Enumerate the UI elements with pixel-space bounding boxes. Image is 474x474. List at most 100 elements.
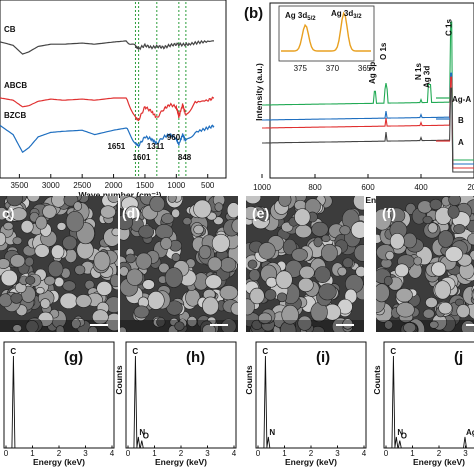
ftir-peak-label: 1311	[147, 142, 165, 151]
sem-grain	[214, 202, 224, 212]
edx-spectrum	[258, 355, 364, 449]
sem-info-bar	[0, 320, 118, 332]
sem-grain	[429, 198, 442, 211]
sem-grain	[383, 275, 393, 286]
sem-grain	[313, 236, 323, 248]
xps-series	[262, 76, 474, 169]
sem-grain	[396, 302, 415, 318]
sem-grain	[166, 300, 183, 316]
xps-peak-label: O 1s	[379, 42, 388, 60]
sem-grain	[59, 292, 78, 310]
xps-inset: Ag 3d5/2 Ag 3d3/2 375 370 365	[278, 5, 375, 73]
sem-grain	[291, 248, 308, 262]
sem-grain	[246, 196, 262, 205]
sem-grain	[111, 227, 118, 237]
sem-image-c: c)	[0, 196, 118, 332]
sem-grain	[417, 200, 433, 214]
sem-grain	[35, 215, 48, 230]
sem-grain	[155, 224, 174, 240]
xps-peak-label: C 1s	[444, 19, 453, 36]
sem-grain	[246, 206, 259, 220]
xps-series	[262, 72, 474, 165]
sem-grain	[311, 221, 329, 237]
sem-grain	[12, 236, 23, 245]
sem-grain	[247, 259, 258, 269]
sem-grain	[0, 293, 13, 308]
sem-grain	[337, 266, 347, 277]
sem-grain	[202, 296, 219, 316]
sem-grain	[161, 213, 175, 224]
sem-grain	[264, 288, 277, 301]
edx-tick-label: 4	[362, 449, 367, 458]
sem-grain	[12, 324, 22, 332]
sem-grain	[353, 196, 364, 211]
sem-grain	[35, 287, 45, 295]
xps-peak-label: N 1s	[414, 63, 423, 80]
sem-grain	[164, 267, 183, 288]
edx-x-label: Energy (keV)	[33, 457, 85, 467]
ftir-series-abcb	[0, 96, 215, 122]
xps-peak-labels: Ag 3pO 1s N 1s Ag 3d C 1s	[368, 19, 453, 88]
ftir-tick-label: 3500	[10, 181, 28, 190]
xps-tick-label: 200	[467, 183, 474, 192]
ftir-frame	[0, 0, 227, 179]
sem-grain	[198, 245, 212, 260]
sem-info-bar	[120, 320, 238, 332]
panel-label-edx: (j	[454, 349, 463, 366]
sem-grain	[471, 288, 474, 301]
sem-grain	[246, 298, 255, 316]
sem-grain	[453, 223, 466, 234]
ftir-peak-label: 848	[178, 153, 192, 162]
ftir-tick-label: 2500	[73, 181, 91, 190]
xps-inset-frame	[278, 5, 375, 62]
sem-grain	[171, 253, 181, 262]
sem-grain	[25, 275, 36, 285]
sem-grain	[437, 230, 454, 248]
xps-inset-tick: 365	[358, 64, 372, 73]
sem-grain	[158, 262, 170, 274]
xps-tick-label: 1000	[253, 183, 271, 192]
edx-peak-label: Ag	[466, 428, 474, 437]
sem-grain	[9, 254, 26, 268]
sem-grain	[120, 326, 127, 332]
sem-grain	[248, 269, 261, 282]
sem-grain	[353, 244, 364, 262]
xps-peak-label: Ag 3d	[422, 66, 431, 88]
sem-grain	[65, 211, 85, 233]
sem-grain	[0, 258, 10, 269]
sem-scale-bar	[336, 324, 354, 326]
sem-grain	[219, 257, 237, 273]
edx-tick-label: 0	[4, 449, 9, 458]
edx-tick-label: 1	[152, 449, 157, 458]
xps-legend-label: A	[458, 138, 464, 147]
sem-grain	[109, 274, 118, 288]
sem-grain	[275, 270, 293, 290]
sem-grain	[26, 196, 41, 203]
sem-grain	[403, 322, 417, 332]
sem-grain	[429, 320, 439, 329]
ftir-tick-label: 2000	[105, 181, 123, 190]
ftir-legend-bzcb: BZCB	[4, 111, 26, 120]
edx-tick-label: 2	[309, 449, 314, 458]
xps-inset-x-ticks: 375 370 365	[294, 64, 372, 73]
sem-grain	[249, 287, 265, 305]
sem-texture-e	[246, 196, 364, 332]
edx-panel-0: C (g) 0 1 2 3 4 Energy (keV)	[3, 341, 115, 467]
xps-legend: Ag-A B A	[436, 95, 471, 147]
xps-inset-label-1: Ag 3d5/2	[285, 11, 316, 22]
sem-grain	[42, 204, 57, 219]
ftir-peak-label: 960	[167, 133, 181, 142]
sem-grain	[64, 248, 78, 263]
edx-tick-label: 4	[110, 449, 115, 458]
panel-label-b: (b)	[244, 5, 263, 22]
xps-chart: (b) Intensity (a.u.) Ag-A B A Ag 3pO 1s N 1…	[244, 2, 474, 205]
sem-grain	[51, 196, 66, 208]
sem-scale-bar	[466, 324, 474, 326]
ftir-series-bzcb	[0, 124, 215, 154]
sem-grain	[149, 196, 165, 213]
sem-info-bar	[376, 320, 474, 332]
sem-grain	[156, 317, 166, 328]
